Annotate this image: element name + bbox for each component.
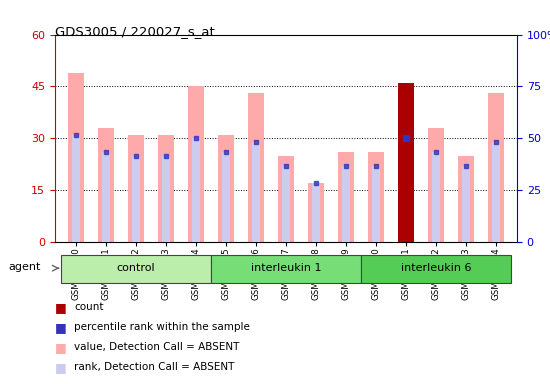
Bar bbox=[218, 135, 234, 242]
Bar bbox=[102, 152, 110, 242]
Bar bbox=[458, 156, 474, 242]
Text: agent: agent bbox=[8, 262, 41, 272]
Bar bbox=[128, 135, 144, 242]
Text: ■: ■ bbox=[55, 341, 67, 354]
Text: GDS3005 / 220027_s_at: GDS3005 / 220027_s_at bbox=[55, 25, 215, 38]
Bar bbox=[68, 73, 84, 242]
Bar bbox=[248, 93, 264, 242]
Bar bbox=[192, 138, 200, 242]
Bar bbox=[492, 142, 500, 242]
Text: percentile rank within the sample: percentile rank within the sample bbox=[74, 322, 250, 332]
Bar bbox=[342, 166, 350, 242]
Bar bbox=[98, 128, 114, 242]
Bar bbox=[282, 166, 290, 242]
Text: ■: ■ bbox=[55, 361, 67, 374]
Bar bbox=[278, 156, 294, 242]
Bar bbox=[158, 135, 174, 242]
Bar bbox=[372, 166, 379, 242]
Text: ■: ■ bbox=[55, 301, 67, 314]
Bar bbox=[222, 152, 230, 242]
Text: rank, Detection Call = ABSENT: rank, Detection Call = ABSENT bbox=[74, 362, 235, 372]
Bar bbox=[61, 255, 211, 283]
Text: interleukin 6: interleukin 6 bbox=[401, 263, 471, 273]
Bar bbox=[312, 183, 320, 242]
Bar bbox=[162, 156, 170, 242]
Bar bbox=[132, 156, 140, 242]
Bar bbox=[428, 128, 444, 242]
Text: control: control bbox=[117, 263, 155, 273]
Bar bbox=[462, 166, 470, 242]
Bar bbox=[308, 183, 324, 242]
Bar bbox=[432, 152, 440, 242]
Bar bbox=[488, 93, 504, 242]
Text: interleukin 1: interleukin 1 bbox=[251, 263, 321, 273]
Bar bbox=[398, 83, 414, 242]
Bar bbox=[72, 135, 80, 242]
Bar bbox=[252, 142, 260, 242]
Bar bbox=[338, 152, 354, 242]
Bar bbox=[188, 86, 204, 242]
Text: ■: ■ bbox=[55, 321, 67, 334]
Bar bbox=[361, 255, 511, 283]
Bar bbox=[368, 152, 384, 242]
Bar bbox=[211, 255, 361, 283]
Text: count: count bbox=[74, 302, 104, 312]
Text: value, Detection Call = ABSENT: value, Detection Call = ABSENT bbox=[74, 342, 240, 352]
